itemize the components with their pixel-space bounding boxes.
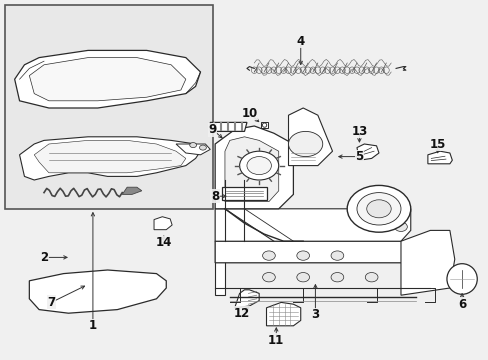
Text: 9: 9 <box>208 123 216 136</box>
Text: 8: 8 <box>211 190 219 203</box>
Polygon shape <box>122 187 142 194</box>
Circle shape <box>365 273 377 282</box>
Polygon shape <box>215 180 224 295</box>
Polygon shape <box>176 144 210 155</box>
Circle shape <box>262 273 275 282</box>
Text: 1: 1 <box>89 319 97 332</box>
Circle shape <box>330 273 343 282</box>
Polygon shape <box>234 290 259 308</box>
Text: 7: 7 <box>47 296 55 309</box>
Polygon shape <box>400 230 454 295</box>
Text: 13: 13 <box>350 125 367 138</box>
Polygon shape <box>29 270 166 313</box>
Polygon shape <box>210 122 246 131</box>
Polygon shape <box>215 209 410 241</box>
Circle shape <box>296 273 309 282</box>
Polygon shape <box>215 241 439 263</box>
Polygon shape <box>34 140 185 173</box>
Text: 14: 14 <box>155 237 172 249</box>
Polygon shape <box>154 217 172 230</box>
Polygon shape <box>222 187 266 200</box>
Circle shape <box>199 145 206 150</box>
Circle shape <box>288 131 322 157</box>
Text: 11: 11 <box>267 334 284 347</box>
Polygon shape <box>266 302 300 326</box>
Polygon shape <box>15 50 200 108</box>
Text: 15: 15 <box>428 138 445 150</box>
Text: 10: 10 <box>241 107 257 120</box>
Circle shape <box>246 157 271 175</box>
Circle shape <box>356 193 400 225</box>
Text: 12: 12 <box>233 307 250 320</box>
Circle shape <box>262 251 275 260</box>
Text: 2: 2 <box>40 251 48 264</box>
Polygon shape <box>427 151 451 164</box>
Text: 6: 6 <box>457 298 465 311</box>
Polygon shape <box>224 137 278 202</box>
Ellipse shape <box>446 264 476 294</box>
Text: 3: 3 <box>311 309 319 321</box>
Polygon shape <box>29 58 185 101</box>
Circle shape <box>394 222 407 231</box>
Circle shape <box>346 185 410 232</box>
Circle shape <box>365 222 377 231</box>
Polygon shape <box>356 144 378 160</box>
Text: 4: 4 <box>296 35 304 48</box>
Ellipse shape <box>262 123 266 127</box>
Bar <box>5 5 212 209</box>
Polygon shape <box>261 122 267 128</box>
Text: 5: 5 <box>355 150 363 163</box>
Circle shape <box>296 251 309 260</box>
Polygon shape <box>20 137 200 180</box>
Circle shape <box>189 143 196 148</box>
Polygon shape <box>215 126 293 209</box>
Polygon shape <box>288 108 332 166</box>
Circle shape <box>239 151 278 180</box>
Circle shape <box>366 200 390 218</box>
Circle shape <box>330 251 343 260</box>
